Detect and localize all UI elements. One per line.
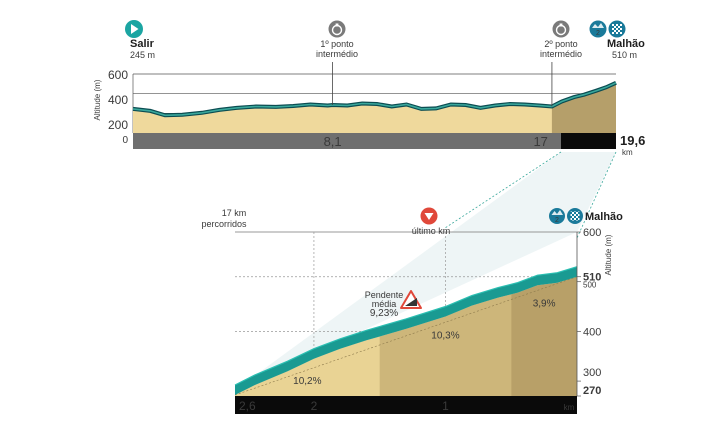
sprint-2-marker: 2º ponto intermédio — [540, 20, 582, 59]
finish-town: Malhão — [607, 38, 645, 50]
overview-ytick-600: 600 — [108, 68, 128, 82]
sprint-2-label-line-1: 2º ponto — [544, 39, 577, 49]
overview-total-km: 19,6 — [620, 133, 645, 148]
detail-ytick-270: 270 — [583, 385, 601, 397]
sprint-1-label-line-2: intermédio — [316, 49, 358, 59]
average-gradient-label-2: média — [372, 299, 397, 309]
start-marker: Salir 245 m — [125, 20, 155, 60]
zoom-connector-fill — [238, 152, 616, 388]
start-town: Salir — [130, 38, 155, 50]
zoom-connector-left — [444, 151, 562, 229]
sprint-1-marker: 1º ponto intermédio — [316, 20, 358, 59]
average-gradient-callout: Pendente média 9,23% — [365, 290, 422, 319]
sprint-icon — [552, 20, 570, 38]
detail-km-ticks: 2,6 2 1 km — [239, 399, 575, 413]
finish-flag-icon — [608, 20, 626, 38]
sprint-2-label-line-2: intermédio — [540, 49, 582, 59]
finish-marker: 2 Malhão 510 m — [589, 20, 645, 60]
warning-slope-icon — [400, 290, 422, 309]
detail-gradient-segments: 10,2% 10,3% 3,9% — [234, 276, 578, 396]
average-gradient-label-1: Pendente — [365, 290, 404, 300]
overview-zoom-segment — [561, 133, 616, 149]
detail-ytick-600: 600 — [583, 227, 601, 239]
detail-start-label-line-1: 17 km — [222, 208, 247, 218]
sprint-icon — [328, 20, 346, 38]
overview-km-tick-17: 17 — [533, 134, 547, 149]
overview-ytick-0: 0 — [122, 135, 128, 146]
detail-km-tick-1: 2 — [311, 399, 318, 413]
detail-finish-town: Malhão — [585, 211, 623, 223]
sprint-1-label-line-1: 1º ponto — [320, 39, 353, 49]
overview-y-axis-label: Altitude (m) — [93, 79, 102, 120]
overview-final-climb-area — [551, 82, 616, 133]
overview-ytick-400: 400 — [108, 93, 128, 107]
kom-cat2-icon: 2 — [549, 208, 565, 224]
kom-category-number: 2 — [596, 30, 600, 37]
gradient-label-3: 3,9% — [533, 298, 556, 309]
average-gradient-line — [234, 276, 578, 396]
last-km-label: último km — [412, 226, 451, 236]
overview-elevation-line — [132, 82, 617, 117]
average-gradient-value: 9,23% — [370, 308, 398, 319]
detail-elevation-band — [235, 266, 577, 395]
detail-ytick-510: 510 — [583, 272, 601, 284]
kom-category-number: 2 — [555, 217, 559, 224]
detail-ytick-300: 300 — [583, 367, 601, 379]
zoom-connector — [238, 151, 617, 388]
detail-ytick-500: 500 — [583, 281, 597, 290]
gradient-segment-3 — [511, 276, 577, 396]
gradient-label-2: 10,3% — [431, 330, 459, 341]
start-altitude: 245 m — [130, 50, 155, 60]
kom-cat2-icon: 2 — [589, 20, 607, 38]
overview-chart: 600 400 200 0 Altitude (m) 8,1 17 19,6 k… — [93, 20, 645, 157]
overview-elevation-area — [133, 82, 616, 133]
gradient-label-1: 10,2% — [293, 376, 321, 387]
overview-km-tick-8-1: 8,1 — [324, 134, 342, 149]
gradient-segment-1 — [235, 336, 380, 396]
overview-y-ticks: 600 400 200 0 — [108, 68, 128, 146]
detail-elevation-band-highlight — [234, 266, 578, 386]
detail-ytick-400: 400 — [583, 326, 601, 338]
overview-km-bar — [133, 133, 561, 149]
gradient-segment-2 — [379, 294, 512, 396]
finish-altitude: 510 m — [612, 50, 637, 60]
overview-ytick-200: 200 — [108, 118, 128, 132]
detail-y-axis-label: Altitude (m) — [604, 234, 613, 275]
overview-km-unit: km — [622, 148, 633, 157]
detail-km-tick-2: 1 — [442, 399, 449, 413]
detail-km-bar — [235, 396, 577, 414]
detail-km-tick-3: km — [564, 403, 575, 412]
detail-km-tick-0: 2,6 — [239, 399, 256, 413]
detail-finish-marker: 2 Malhão — [549, 208, 623, 224]
last-km-marker: último km — [412, 207, 451, 236]
detail-start-label-line-2: percorridos — [201, 219, 247, 229]
finish-flag-icon — [567, 208, 583, 224]
